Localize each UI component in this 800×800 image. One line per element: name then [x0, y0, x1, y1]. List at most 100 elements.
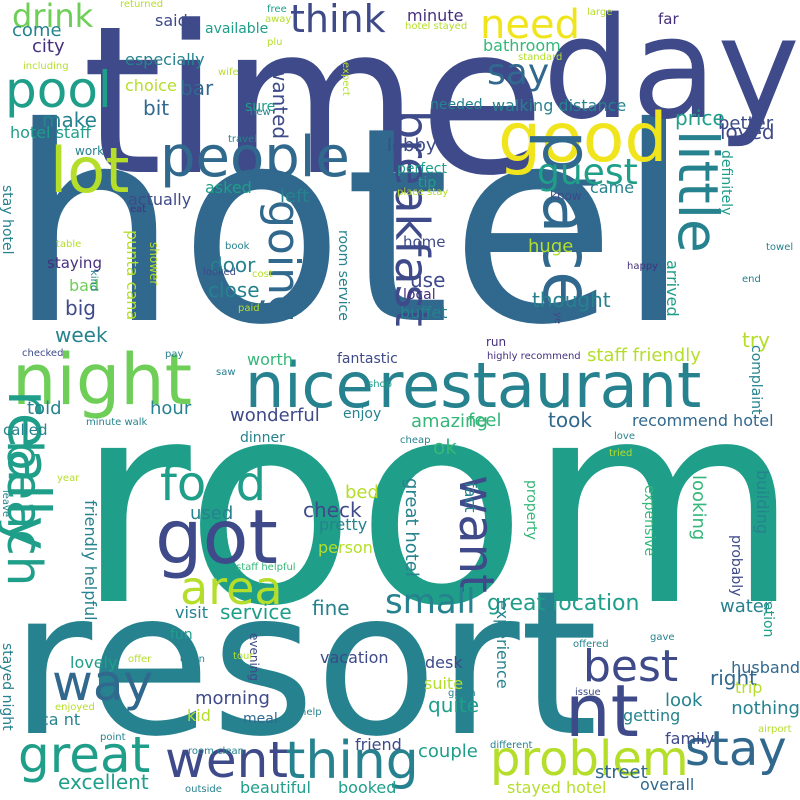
cloud-word: look — [665, 690, 703, 711]
cloud-word: tip — [418, 175, 437, 191]
cloud-word: plu — [267, 37, 283, 48]
cloud-word: paid — [238, 303, 260, 314]
cloud-word: standard — [518, 52, 563, 63]
cloud-word: beautiful — [240, 778, 311, 797]
cloud-word: far — [658, 10, 679, 28]
cloud-word: come — [12, 20, 62, 41]
cloud-word: offered — [573, 639, 609, 650]
cloud-word: area — [180, 561, 283, 615]
cloud-word: left — [280, 186, 310, 207]
cloud-word: kind — [88, 270, 99, 292]
cloud-word: city — [32, 36, 65, 57]
cloud-word: service — [220, 600, 292, 624]
cloud-word: walking distance — [492, 96, 627, 115]
cloud-word: called — [3, 421, 48, 439]
cloud-word: day — [542, 0, 800, 151]
cloud-word: free — [267, 4, 287, 15]
cloud-word: saw — [216, 367, 236, 378]
cloud-word: person — [318, 538, 373, 557]
cloud-word: hour — [150, 398, 192, 419]
cloud-word: excellent — [58, 770, 149, 794]
cloud-word: door — [210, 253, 256, 277]
cloud-word: kid — [187, 706, 211, 725]
cloud-word: outside — [185, 784, 222, 795]
cloud-word: building — [753, 470, 772, 535]
cloud-word: wife — [218, 67, 239, 78]
cloud-word: nothing — [731, 698, 800, 719]
cloud-word: stay hotel — [0, 185, 15, 255]
cloud-word: fantastic — [337, 351, 398, 367]
cloud-word: buffet — [400, 303, 448, 322]
cloud-word: property — [523, 480, 539, 540]
cloud-word: reservation — [760, 558, 776, 638]
cloud-word: leave — [0, 490, 11, 518]
cloud-word: problem — [490, 731, 689, 787]
cloud-word: love — [614, 431, 635, 442]
cloud-word: quite — [428, 693, 480, 717]
cloud-word: ok — [433, 435, 457, 459]
cloud-word: room clean — [188, 746, 244, 757]
cloud-word: going — [258, 200, 309, 323]
cloud-word: great hotel — [401, 478, 422, 577]
cloud-word: food — [160, 456, 267, 512]
cloud-word: wonderful — [230, 405, 320, 426]
cloud-word: staff helpful — [236, 562, 296, 573]
cloud-word: perfect — [397, 161, 447, 177]
cloud-word: room — [75, 342, 800, 668]
cloud-word: work — [75, 144, 105, 158]
cloud-word: shower — [147, 242, 161, 286]
cloud-word: fine — [312, 596, 350, 620]
cloud-word: tour — [233, 651, 254, 662]
cloud-word: amazing — [411, 411, 488, 432]
cloud-word: bathroom — [483, 36, 561, 55]
cloud-word: make — [42, 108, 97, 132]
cloud-word: great — [18, 726, 151, 784]
cloud-word: gave — [650, 632, 675, 643]
cloud-word: dinner — [240, 430, 285, 446]
cloud-word: little — [666, 130, 730, 253]
cloud-word: shop — [368, 379, 393, 390]
cloud-word: best — [583, 641, 679, 692]
cloud-word: booked — [338, 778, 397, 797]
cloud-word: close — [208, 278, 260, 302]
cloud-word: desk — [425, 653, 463, 672]
cloud-word: feel — [468, 410, 502, 431]
cloud-word: bit — [143, 96, 170, 120]
cloud-word: tried — [609, 448, 633, 459]
cloud-word: away — [265, 14, 292, 25]
cloud-word: ye — [552, 312, 563, 325]
cloud-word: drink — [12, 0, 94, 35]
cloud-word: said — [155, 11, 188, 30]
cloud-word: returned — [120, 0, 164, 10]
cloud-word: bar — [180, 76, 214, 100]
cloud-word: restaurant — [378, 349, 702, 422]
cloud-word: looking — [688, 475, 709, 541]
cloud-word: pretty — [319, 515, 368, 534]
cloud-word: great location — [487, 591, 640, 616]
cloud-word: complaint — [748, 345, 764, 415]
cloud-word: arrived — [663, 260, 682, 317]
cloud-word: meal — [243, 711, 278, 727]
cloud-word: stayed hotel — [507, 778, 607, 797]
cloud-word: used — [190, 503, 234, 524]
cloud-word: try — [742, 328, 770, 352]
cloud-word: know — [550, 189, 582, 203]
cloud-word: trip — [735, 678, 763, 697]
cloud-word: ca nt — [40, 710, 81, 729]
cloud-word: needed — [430, 97, 483, 113]
cloud-word: end — [742, 274, 761, 285]
cloud-word: available — [205, 21, 269, 37]
cloud-word: loved — [720, 120, 775, 144]
cloud-word: recommend hotel — [632, 411, 774, 430]
cloud-word: large — [587, 7, 613, 18]
cloud-word: staying — [47, 254, 102, 272]
cloud-word: pay — [165, 349, 184, 360]
cloud-word: overall — [640, 775, 695, 794]
cloud-word: hotel — [8, 69, 692, 384]
cloud-word: airport — [758, 724, 792, 735]
cloud-word: say — [487, 52, 550, 93]
cloud-word: worth — [247, 350, 293, 369]
cloud-word: use — [410, 268, 446, 292]
cloud-word: including — [23, 61, 69, 72]
cloud-word: lobby — [387, 135, 437, 156]
